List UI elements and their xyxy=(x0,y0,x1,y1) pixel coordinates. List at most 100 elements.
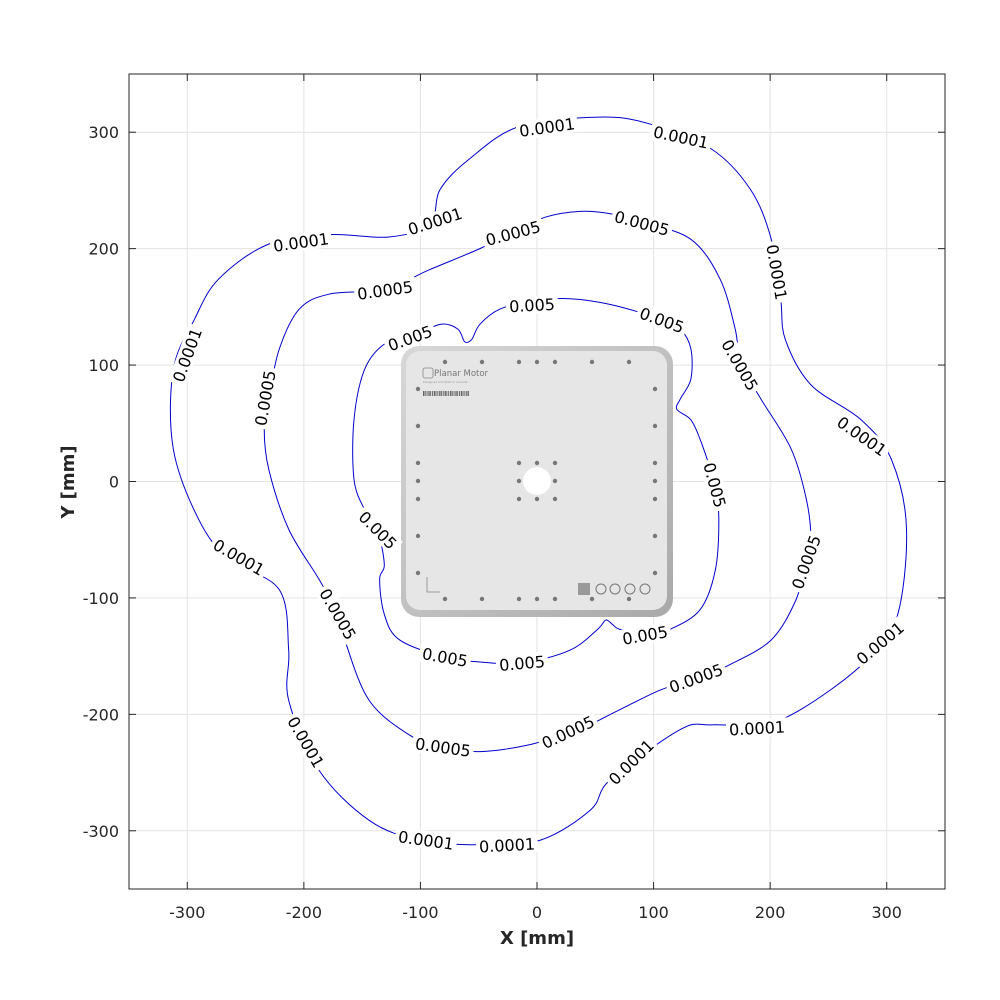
barcode-bar xyxy=(446,391,448,396)
y-tick-label: 200 xyxy=(88,240,119,259)
barcode-bar xyxy=(462,391,464,396)
screw-hole xyxy=(534,596,540,602)
contour-label-text: 0.0001 xyxy=(479,835,536,857)
screw-hole xyxy=(652,478,658,484)
logo-text: Planar Motor xyxy=(434,369,489,379)
contour-label-bg xyxy=(314,582,362,646)
contour-label-bg xyxy=(536,710,600,754)
contour-label-bg xyxy=(725,717,789,739)
contour-label: 0.0005 xyxy=(353,276,417,304)
x-tick-label: 300 xyxy=(871,903,902,922)
contour-line-0.005 xyxy=(352,298,720,665)
screw-hole xyxy=(652,496,658,502)
contour-label-bg xyxy=(716,333,764,397)
contour-label-bg xyxy=(850,616,910,670)
contour-label-bg xyxy=(495,651,549,675)
y-tick-label: 0 xyxy=(109,473,119,492)
screw-hole xyxy=(516,496,522,502)
barcode-bar xyxy=(448,391,450,396)
contour-label-bg xyxy=(353,276,417,304)
barcode-bar xyxy=(426,391,428,396)
screw-hole xyxy=(652,533,658,539)
contour-label: 0.005 xyxy=(495,651,549,675)
screw-hole xyxy=(589,359,595,365)
barcode-bar xyxy=(441,391,442,396)
contour-label-bg xyxy=(787,529,825,595)
y-tick-label: -200 xyxy=(83,705,119,724)
logo-subtext: Designed and Built in Canada xyxy=(423,380,468,384)
center-hole xyxy=(523,467,551,495)
screw-hole xyxy=(479,596,485,602)
barcode-bar xyxy=(450,391,452,396)
screw-hole xyxy=(415,478,421,484)
contour-label-bg xyxy=(831,410,893,462)
x-tick-label: 0 xyxy=(532,903,542,922)
screw-hole xyxy=(516,596,522,602)
barcode-bar xyxy=(435,391,437,396)
warning-symbol xyxy=(595,583,607,595)
y-tick-label: -100 xyxy=(83,589,119,608)
contour-label-bg xyxy=(663,659,729,697)
screw-hole xyxy=(626,596,632,602)
barcode-bar xyxy=(457,391,459,396)
screw-hole xyxy=(652,570,658,576)
barcode-bar xyxy=(439,391,441,396)
contour-label-bg xyxy=(417,643,473,671)
ticks: -300 -200 -100 0 100 200 300 -300 -200 -100 0 100 20… xyxy=(83,74,945,922)
contour-label-bg xyxy=(207,533,271,581)
screw-hole xyxy=(442,596,448,602)
screw-hole xyxy=(415,533,421,539)
barcode-bar xyxy=(451,391,453,396)
contour-label-bg xyxy=(475,834,539,856)
screw-hole xyxy=(415,460,421,466)
barcode-bar xyxy=(433,391,436,396)
barcode-bar xyxy=(464,391,466,396)
contour-label-bg xyxy=(353,505,403,555)
contour-label-bg xyxy=(634,302,690,338)
y-tick-label: -300 xyxy=(83,822,119,841)
qr-code xyxy=(578,583,590,595)
barcode-bar xyxy=(424,391,426,396)
x-tick-label: -200 xyxy=(286,903,322,922)
barcode-bar xyxy=(430,391,432,396)
barcode-bar xyxy=(468,391,469,396)
y-tick-label: 100 xyxy=(88,356,119,375)
contour-label-text: 0.005 xyxy=(509,295,556,316)
y-axis-label: Y [mm] xyxy=(58,445,79,519)
barcode-bar xyxy=(437,391,439,396)
contour-label-bg xyxy=(699,457,731,513)
screw-hole xyxy=(516,359,522,365)
contour-label-bg xyxy=(609,206,675,240)
barcode-bar xyxy=(466,391,468,396)
barcode-bar xyxy=(432,391,433,396)
screw-hole xyxy=(479,359,485,365)
screw-hole xyxy=(589,596,595,602)
contour-label-text: 0.005 xyxy=(498,652,545,675)
barcode-bar xyxy=(423,391,425,396)
screw-hole xyxy=(626,359,632,365)
contour-label-bg xyxy=(411,733,475,761)
barcode-bar xyxy=(444,391,446,396)
screw-hole xyxy=(552,496,558,502)
contour-label-bg xyxy=(402,202,468,240)
barcode-bar xyxy=(459,391,460,396)
contour-label: 0.0005 xyxy=(411,733,475,761)
warning-symbol xyxy=(624,583,636,595)
warning-symbol xyxy=(639,583,651,595)
barcode-bar xyxy=(460,391,463,396)
contour-label-bg xyxy=(168,322,206,388)
screw-hole xyxy=(552,478,558,484)
axis-marker xyxy=(426,577,440,593)
x-tick-label: 200 xyxy=(755,903,786,922)
screw-hole xyxy=(534,496,540,502)
warning-symbol xyxy=(609,583,621,595)
contour-label-bg xyxy=(282,710,330,774)
barcode-bar xyxy=(442,391,444,396)
barcode-bar xyxy=(455,391,457,396)
screw-hole xyxy=(415,423,421,429)
screw-hole xyxy=(534,359,540,365)
screw-hole xyxy=(415,496,421,502)
contour-label-bg xyxy=(269,228,333,256)
screw-hole xyxy=(552,596,558,602)
